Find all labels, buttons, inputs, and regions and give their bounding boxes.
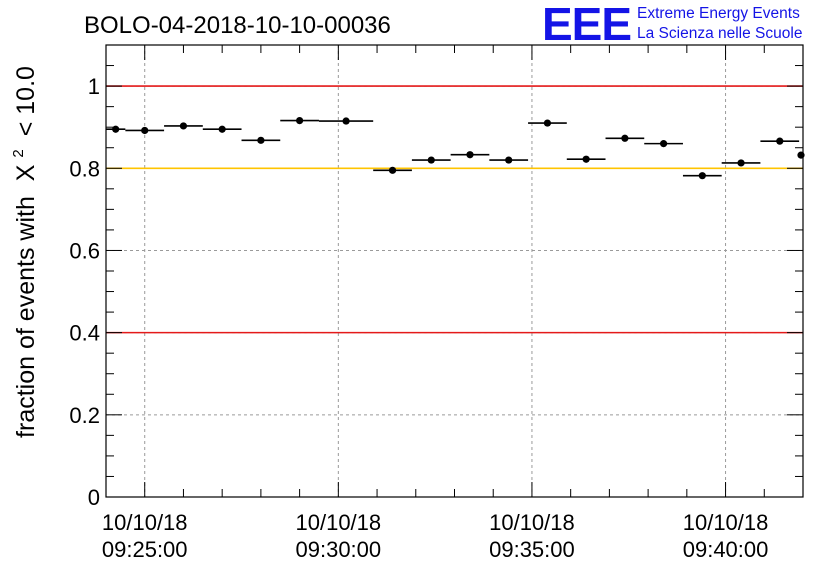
data-point (721, 159, 761, 167)
x-tick-label-time: 09:25:00 (102, 537, 188, 562)
data-point (566, 155, 606, 163)
data-point (164, 122, 203, 130)
plot-frame (105, 44, 804, 498)
y-tick-label: 0.6 (69, 238, 100, 263)
reference-lines (106, 85, 803, 334)
data-point (241, 136, 281, 144)
data-points (106, 117, 805, 180)
logo-mark: EEE (542, 0, 631, 50)
x-tick-label-time: 09:30:00 (296, 537, 382, 562)
data-point-marker (582, 155, 590, 163)
data-point-marker (179, 122, 188, 130)
data-point-marker (505, 156, 513, 164)
x-tick-label-time: 09:35:00 (489, 537, 575, 562)
data-point (605, 134, 645, 142)
data-point-marker (737, 159, 745, 167)
data-point-marker (776, 137, 784, 145)
grid-layer (106, 45, 803, 497)
y-axis-title-text: fraction of events with (12, 196, 40, 438)
y-axis-title-exponent: 2 (10, 149, 27, 157)
data-point (489, 156, 529, 164)
y-tick-label: 0.2 (69, 403, 100, 428)
axis-ticks (105, 44, 804, 498)
data-point-marker (342, 117, 350, 125)
x-tick-label-date: 10/10/18 (683, 510, 769, 535)
data-point (682, 172, 722, 180)
data-point-marker (388, 166, 397, 174)
y-axis-title-suffix: < 10.0 (12, 66, 40, 136)
data-point-marker (141, 126, 149, 135)
y-tick-label: 0.8 (69, 156, 100, 181)
data-point-marker (660, 140, 668, 148)
data-point (318, 117, 374, 125)
data-point-marker (698, 172, 706, 180)
eee-logo: EEE Extreme Energy Events La Scienza nel… (542, 0, 802, 50)
data-point-marker (427, 156, 435, 164)
data-point (125, 126, 165, 135)
data-point (450, 151, 490, 159)
data-point-marker (543, 119, 552, 127)
data-point-marker (218, 125, 226, 133)
data-point (373, 166, 412, 174)
logo-line-1: Extreme Energy Events (637, 5, 800, 22)
x-tick-label-time: 09:40:00 (683, 537, 769, 562)
data-point (760, 137, 800, 145)
data-point (202, 125, 242, 133)
x-tick-label-date: 10/10/18 (296, 510, 382, 535)
y-tick-labels: 0 0.2 0.4 0.6 0.8 1 (69, 74, 100, 510)
data-point-marker (296, 117, 304, 125)
data-point (528, 119, 567, 127)
x-tick-label-date: 10/10/18 (102, 510, 188, 535)
data-point (644, 140, 683, 148)
y-tick-label: 0 (88, 485, 100, 510)
data-point (280, 117, 319, 125)
data-point (411, 156, 451, 164)
logo-line-2: La Scienza nelle Scuole (637, 25, 802, 42)
y-axis-title: fraction of events with X 2 < 10.0 (1, 66, 40, 438)
y-tick-label: 1 (88, 74, 100, 99)
chart-title: BOLO-04-2018-10-10-00036 (84, 12, 391, 39)
x-tick-label-date: 10/10/18 (489, 510, 575, 535)
x-tick-labels: 10/10/1809:25:0010/10/1809:30:0010/10/18… (102, 510, 768, 562)
data-point-marker (621, 134, 629, 142)
y-axis-title-symbol: X (12, 164, 40, 181)
data-point-marker (466, 151, 474, 159)
data-point-marker (257, 136, 265, 144)
y-tick-label: 0.4 (69, 321, 100, 346)
